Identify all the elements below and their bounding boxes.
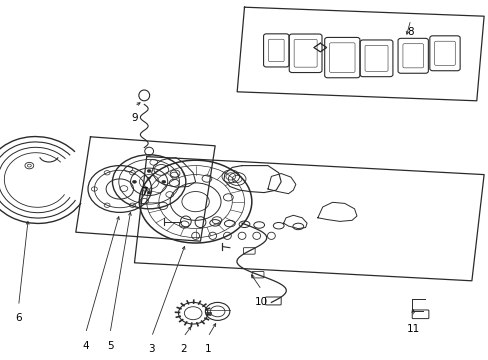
Text: 3: 3 xyxy=(148,344,155,354)
Text: 11: 11 xyxy=(406,324,419,334)
Text: 9: 9 xyxy=(131,113,138,123)
Circle shape xyxy=(162,180,165,183)
Circle shape xyxy=(147,191,151,194)
Text: 5: 5 xyxy=(106,341,113,351)
Text: 1: 1 xyxy=(204,344,211,354)
Circle shape xyxy=(132,180,136,183)
Text: 7: 7 xyxy=(141,187,147,197)
Text: 10: 10 xyxy=(255,297,267,307)
Circle shape xyxy=(147,170,151,172)
Text: 6: 6 xyxy=(15,313,22,323)
Text: 8: 8 xyxy=(407,27,413,37)
Text: 2: 2 xyxy=(180,344,186,354)
Text: 4: 4 xyxy=(82,341,89,351)
